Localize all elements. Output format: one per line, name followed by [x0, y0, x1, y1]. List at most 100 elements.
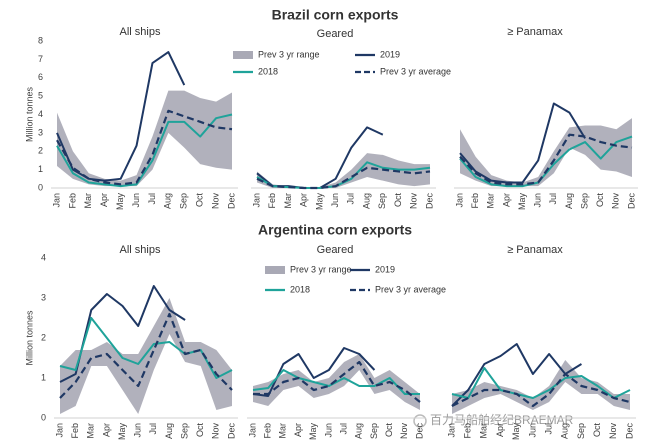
- legend-swatch: [233, 51, 253, 59]
- x-tick-label: Dec: [414, 423, 424, 440]
- x-tick-label: Nov: [611, 193, 621, 210]
- x-tick-label: Sep: [377, 193, 387, 209]
- series-line: [252, 369, 420, 395]
- series-line: [451, 367, 631, 399]
- x-tick-label: May: [517, 193, 527, 211]
- y-tick-label: 2: [41, 332, 46, 342]
- x-tick-label: Jan: [247, 423, 257, 438]
- x-tick-label: Aug: [164, 423, 174, 439]
- y-tick-label: 3: [38, 127, 43, 137]
- average-line: [59, 312, 233, 399]
- y-tick-label: 1: [41, 372, 46, 382]
- x-tick-label: Oct: [195, 193, 205, 208]
- series-line: [459, 102, 586, 184]
- x-tick-label: Mar: [479, 423, 489, 439]
- x-tick-label: Apr: [99, 193, 109, 207]
- x-tick-label: Feb: [463, 423, 473, 439]
- average-line: [256, 166, 431, 190]
- x-tick-label: Dec: [626, 193, 636, 210]
- x-tick-label: Oct: [384, 423, 394, 438]
- x-tick-label: Jan: [446, 423, 456, 438]
- average-line: [56, 109, 233, 186]
- x-tick-label: Jun: [330, 193, 340, 208]
- series-line: [451, 343, 582, 407]
- x-tick-label: Nov: [211, 423, 221, 440]
- series-line: [252, 347, 376, 397]
- average-line: [451, 372, 631, 408]
- average-line: [459, 133, 633, 186]
- x-tick-label: Nov: [399, 423, 409, 440]
- x-tick-label: Nov: [608, 423, 618, 440]
- y-tick-label: 4: [38, 109, 43, 119]
- panel-title: Geared: [317, 28, 354, 40]
- range-band: [452, 360, 630, 414]
- x-tick-label: Jul: [147, 193, 157, 205]
- x-tick-label: Jul: [543, 423, 553, 435]
- x-tick-label: Jun: [133, 423, 143, 438]
- legend-label: 2018: [258, 66, 278, 76]
- y-tick-label: 2: [38, 146, 43, 156]
- x-tick-label: Feb: [470, 193, 480, 209]
- legend-label: Prev 3 yr range: [258, 49, 320, 59]
- average-line: [253, 360, 421, 403]
- x-tick-label: May: [115, 193, 125, 211]
- range-band: [257, 153, 430, 188]
- y-axis-label: Million tonnes: [24, 86, 34, 142]
- x-tick-label: Oct: [592, 423, 602, 438]
- x-tick-label: Sep: [579, 193, 589, 209]
- x-tick-label: Jun: [131, 193, 141, 208]
- x-tick-label: Jan: [54, 423, 64, 438]
- x-tick-label: Jan: [51, 193, 61, 208]
- x-tick-label: Nov: [210, 193, 220, 210]
- x-tick-label: Aug: [564, 193, 574, 209]
- y-tick-label: 4: [41, 252, 46, 262]
- x-tick-label: Apr: [501, 193, 511, 207]
- panel-title: All ships: [120, 26, 161, 38]
- y-tick-label: 0: [41, 412, 46, 422]
- section-title: Brazil corn exports: [272, 7, 399, 23]
- x-tick-label: Apr: [495, 423, 505, 437]
- x-tick-label: May: [117, 423, 127, 441]
- y-axis-label: Million tonnes: [24, 310, 34, 366]
- x-tick-label: Sep: [179, 423, 189, 439]
- x-tick-label: Jul: [338, 423, 348, 435]
- range-band: [57, 90, 232, 187]
- x-tick-label: Dec: [624, 423, 634, 440]
- x-tick-label: Mar: [486, 193, 496, 209]
- x-tick-label: Aug: [560, 423, 570, 439]
- legend-swatch: [265, 266, 285, 274]
- legend-label: Prev 3 yr average: [375, 284, 446, 294]
- x-tick-label: Apr: [101, 423, 111, 437]
- x-tick-label: May: [314, 193, 324, 211]
- x-tick-label: Jul: [346, 193, 356, 205]
- panel-title: All ships: [120, 244, 161, 256]
- x-tick-label: Aug: [354, 423, 364, 439]
- x-tick-label: Mar: [278, 423, 288, 439]
- y-tick-label: 8: [38, 35, 43, 45]
- x-tick-label: Jun: [527, 423, 537, 438]
- x-tick-label: Feb: [263, 423, 273, 439]
- x-tick-label: Feb: [67, 193, 77, 209]
- x-tick-label: Oct: [595, 193, 605, 208]
- panel-title: ≥ Panamax: [507, 244, 563, 256]
- x-tick-label: Jul: [548, 193, 558, 205]
- legend-label: Prev 3 yr range: [290, 264, 352, 274]
- x-tick-label: Sep: [179, 193, 189, 209]
- y-tick-label: 1: [38, 164, 43, 174]
- x-tick-label: May: [308, 423, 318, 441]
- watermark-icon: [413, 414, 427, 428]
- legend-label: 2019: [380, 49, 400, 59]
- x-tick-label: Feb: [70, 423, 80, 439]
- x-tick-label: Jan: [454, 193, 464, 208]
- range-band: [460, 118, 632, 187]
- x-tick-label: Apr: [293, 423, 303, 437]
- x-tick-label: Dec: [226, 423, 236, 440]
- x-tick-label: Jun: [533, 193, 543, 208]
- section-title: Argentina corn exports: [258, 222, 412, 238]
- x-tick-label: Oct: [195, 423, 205, 438]
- x-tick-label: Apr: [299, 193, 309, 207]
- x-tick-label: Mar: [283, 193, 293, 209]
- x-tick-label: Oct: [393, 193, 403, 208]
- x-tick-label: May: [511, 423, 521, 441]
